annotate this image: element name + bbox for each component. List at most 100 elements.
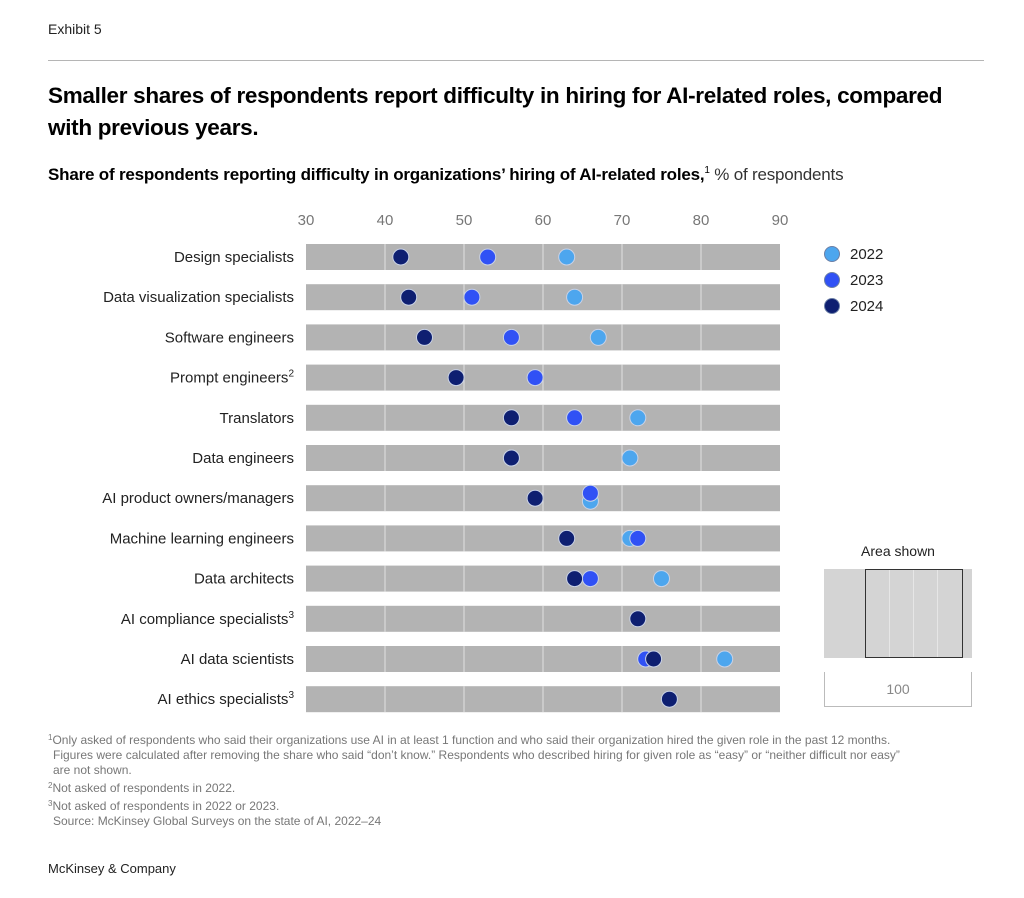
- data-point-2024: AI compliance specialists 2024: 72: [629, 610, 647, 628]
- footnote-text: Not asked of respondents in 2022 or 2023…: [52, 799, 280, 813]
- category-footnote-marker: 3: [288, 690, 294, 701]
- footnote-1-continued: Figures were calculated after removing t…: [53, 748, 900, 762]
- area-shown-inset: Area shown 100: [824, 543, 972, 707]
- subtitle-text: Share of respondents reporting difficult…: [48, 165, 705, 184]
- chart-row: Software engineers Software engineers 202…: [165, 324, 780, 351]
- category-label-text: AI ethics specialists: [158, 691, 289, 708]
- data-point-2024: AI product owners/managers 2024: 59: [526, 489, 544, 507]
- footnote-marker: 2: [48, 781, 53, 790]
- data-point-2024: Machine learning engineers 2024: 63: [558, 529, 576, 547]
- chart-row: Data architects Data architects 2022: 75 D…: [194, 565, 780, 592]
- category-footnote-marker: 2: [288, 369, 294, 380]
- x-tick-label: 30: [298, 212, 315, 229]
- footnote-text: Only asked of respondents who said their…: [52, 733, 891, 747]
- data-point-2022: Data visualization specialists 2022: 64: [566, 288, 584, 306]
- chart-row: Machine learning engineers Machine learni…: [110, 525, 780, 552]
- inset-title: Area shown: [861, 543, 935, 559]
- data-point-2022: AI data scientists 2022: 83: [716, 650, 734, 668]
- brand-logo-text: McKinsey & Company: [48, 861, 176, 876]
- data-point-2024: Translators 2024: 56: [502, 409, 520, 427]
- x-tick-label: 70: [614, 212, 631, 229]
- legend-swatch-2022: [824, 246, 840, 262]
- data-point-2023: Data architects 2023: 66: [581, 570, 599, 588]
- category-label: Translators: [220, 410, 294, 427]
- category-label: AI compliance specialists3: [121, 610, 295, 628]
- dot-plot-chart: 30 40 50 60 70 80 90 Design specialistsDesign …: [102, 212, 789, 713]
- data-point-2023: Design specialists 2023: 53: [479, 248, 497, 266]
- footnote-1: 1Only asked of respondents who said thei…: [48, 730, 988, 748]
- data-point-2022: Data architects 2022: 75: [653, 570, 670, 588]
- data-point-2023: Translators 2023: 64: [566, 409, 584, 427]
- x-tick-label: 50: [456, 212, 473, 229]
- data-point-2023: AI product owners/managers 2023: 66: [581, 484, 599, 502]
- category-label-text: AI data scientists: [181, 651, 294, 668]
- category-label-text: Software engineers: [165, 329, 294, 346]
- category-label: Data engineers: [192, 450, 294, 467]
- data-point-2023: Data visualization specialists 2023: 51: [463, 288, 481, 306]
- chart-row: Design specialists Design specialists 202…: [174, 244, 780, 270]
- category-label: Design specialists: [174, 249, 294, 266]
- data-point-2023: Machine learning engineers 2023: 72: [629, 529, 647, 547]
- data-point-2024: Software engineers 2024: 45: [416, 328, 433, 346]
- data-point-2024: AI data scientists 2024: 74: [645, 650, 663, 668]
- data-point-2024: Data architects 2024: 64: [566, 570, 584, 588]
- data-point-2024: Prompt engineers 2024: 49: [447, 369, 465, 387]
- x-tick-label: 40: [377, 212, 394, 229]
- x-tick-label: 90: [772, 212, 789, 229]
- chart-row: Prompt engineers2 Prompt engineers 2023: …: [170, 364, 780, 391]
- footnotes: 1Only asked of respondents who said thei…: [48, 730, 988, 829]
- category-label: Software engineers: [165, 329, 294, 346]
- inset-gridline: [937, 569, 938, 658]
- inset-visible-area-frame: [865, 569, 963, 658]
- header-divider: [48, 60, 984, 61]
- data-point-2022: Software engineers 2022: 67: [589, 328, 607, 346]
- category-label: AI ethics specialists3: [158, 690, 295, 708]
- category-label-text: AI compliance specialists: [121, 611, 289, 628]
- x-tick-label: 60: [535, 212, 552, 229]
- data-point-2023: Prompt engineers 2023: 59: [526, 369, 544, 387]
- x-tick-label: 80: [693, 212, 710, 229]
- legend-swatch-2023: [824, 272, 840, 288]
- chart-headline: Smaller shares of respondents report dif…: [48, 83, 943, 140]
- legend-label: 2023: [850, 271, 884, 289]
- data-point-2024: Data visualization specialists 2024: 43: [400, 288, 418, 306]
- footnote-3: 3Not asked of respondents in 2022 or 202…: [48, 796, 988, 814]
- legend-label: 2022: [850, 245, 884, 263]
- subtitle-footnote-marker: 1: [704, 165, 710, 176]
- category-label-text: Data engineers: [192, 450, 294, 467]
- category-label: AI product owners/managers: [102, 490, 294, 507]
- exhibit-label: Exhibit 5: [48, 21, 102, 37]
- category-label-text: Machine learning engineers: [110, 530, 294, 547]
- data-point-2024: Data engineers 2024: 56: [502, 449, 520, 467]
- category-label: AI data scientists: [181, 651, 294, 668]
- category-label-text: AI product owners/managers: [102, 490, 294, 507]
- category-label: Data architects: [194, 571, 294, 588]
- footnote-1-continued: are not shown.: [53, 763, 132, 777]
- inset-full-range: [824, 569, 972, 658]
- source-note: Source: McKinsey Global Surveys on the s…: [53, 814, 382, 828]
- legend-label: 2024: [850, 297, 884, 315]
- data-point-2024: Design specialists 2024: 42: [392, 248, 410, 266]
- chart-row: AI product owners/managers AI product own…: [102, 484, 780, 512]
- chart-rows: Design specialists Design specialists 202…: [102, 244, 780, 713]
- x-axis-ticks: 30 40 50 60 70 80 90: [298, 212, 789, 229]
- legend-item-2023: 2023: [824, 267, 883, 293]
- chart-row: Data visualization specialists Data visua…: [103, 284, 780, 311]
- data-point-2024: AI ethics specialists 2024: 76: [660, 690, 678, 708]
- category-label: Machine learning engineers: [110, 530, 294, 547]
- category-label-text: Design specialists: [174, 249, 294, 266]
- legend-swatch-2024: [824, 298, 840, 314]
- inset-gridline: [913, 569, 914, 658]
- inset-gridline: [889, 569, 890, 658]
- chart-subtitle: Share of respondents reporting difficult…: [48, 165, 844, 185]
- category-footnote-marker: 3: [288, 610, 294, 621]
- category-label-text: Data visualization specialists: [103, 289, 294, 306]
- footnote-2: 2Not asked of respondents in 2022.: [48, 778, 988, 796]
- subtitle-unit: % of respondents: [709, 165, 844, 184]
- footnote-marker: 1: [48, 733, 53, 742]
- category-label: Prompt engineers2: [170, 369, 294, 387]
- category-label-text: Translators: [220, 410, 294, 427]
- legend-item-2024: 2024: [824, 293, 883, 319]
